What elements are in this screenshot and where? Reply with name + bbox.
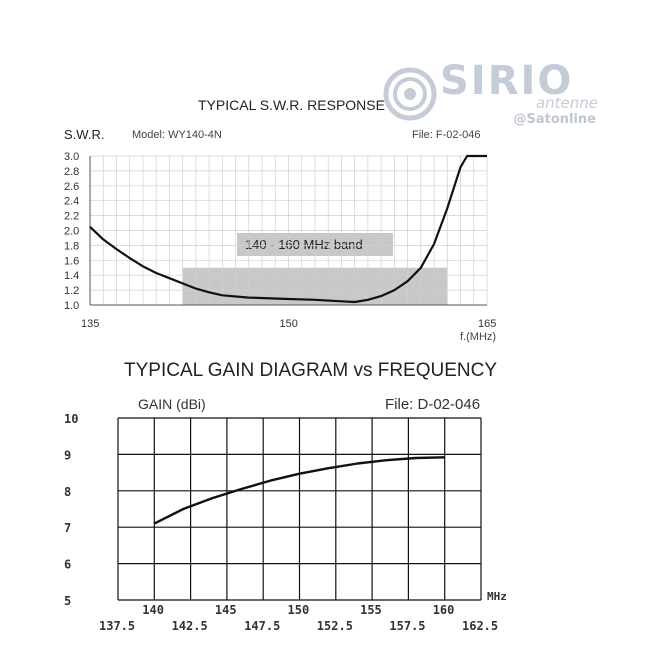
swr-chart-title: TYPICAL S.W.R. RESPONSE [198,97,385,113]
swr-y-tick-label: 2.4 [64,196,79,208]
gain-y-tick-label: 8 [64,485,71,499]
swr-x-tick-label: 165 [478,318,496,330]
swr-series-line [89,154,487,304]
watermark-handle: @Satonline [513,112,596,127]
gain-y-tick-label: 7 [64,521,71,535]
swr-x-tick-label: 135 [81,318,99,330]
sirio-logo-mark [383,67,437,121]
swr-file-label: File: F-02-046 [412,129,481,141]
gain-file-label: File: D-02-046 [385,396,481,413]
gain-x-tick-label-top: 155 [360,603,382,617]
gain-x-tick-label-top: 150 [288,603,310,617]
swr-y-tick-label: 1.4 [64,270,79,282]
swr-band-label: 140 - 160 MHz band [245,237,363,252]
swr-y-tick-label: 3.0 [64,151,79,163]
swr-x-axis-label: f.(MHz) [460,331,497,343]
gain-y-tick-label: 9 [64,448,71,462]
gain-x-tick-label-bottom: 147.5 [244,619,280,633]
gain-x-tick-label-top: 140 [142,603,164,617]
swr-y-axis-label: S.W.R. [64,127,105,142]
gain-chart-title: TYPICAL GAIN DIAGRAM vs FREQUENCY [124,360,498,381]
swr-y-tick-label: 1.2 [64,285,79,297]
swr-y-tick-label: 1.0 [64,300,79,312]
gain-x-tick-label-top: 160 [433,603,455,617]
gain-y-tick-label: 6 [64,558,71,572]
gain-x-tick-label-top: 145 [215,603,237,617]
gain-x-tick-label-bottom: 157.5 [389,619,425,633]
swr-y-tick-label: 2.0 [64,226,79,238]
gain-x-tick-label-bottom: 152.5 [317,619,353,633]
gain-x-tick-label-bottom: 137.5 [99,619,135,633]
gain-x-axis-label: MHz [487,590,507,603]
gain-y-tick-label: 10 [64,412,78,426]
swr-x-tick-label: 150 [280,318,298,330]
swr-chart: 140 - 160 MHz band 1.0 1.2 1.4 1.6 1.8 2.0 2.2 2… [64,151,496,330]
gain-y-axis-label: GAIN (dBi) [138,396,206,412]
logo: SIRIO antenne @Satonline [378,58,610,134]
swr-y-tick-label: 1.8 [64,240,79,252]
swr-y-tick-label: 2.2 [64,211,79,223]
gain-y-tick-label: 5 [64,594,71,608]
logo-brand: SIRIO [440,58,574,104]
gain-series-line [153,456,445,525]
swr-y-tick-label: 2.6 [64,181,79,193]
swr-model-label: Model: WY140-4N [132,129,222,141]
gain-x-tick-label-bottom: 142.5 [172,619,208,633]
logo-subtitle: antenne [535,94,598,112]
gain-x-tick-label-bottom: 162.5 [462,619,498,633]
swr-y-tick-label: 2.8 [64,166,79,178]
swr-y-tick-label: 1.6 [64,255,79,267]
